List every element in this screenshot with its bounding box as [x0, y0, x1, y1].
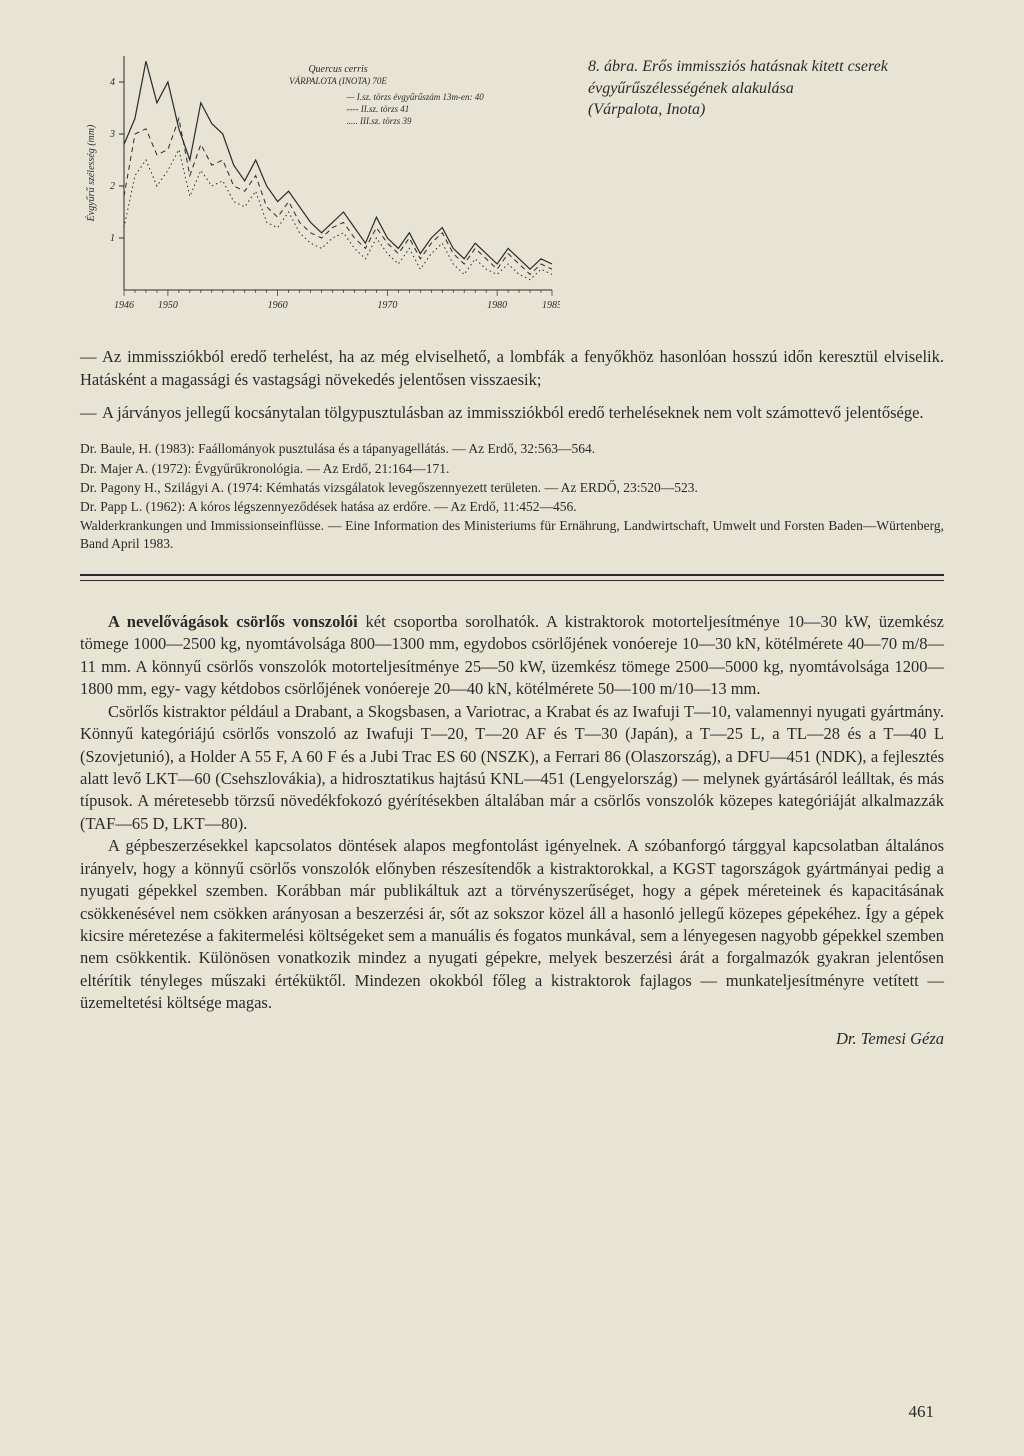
- svg-text:1: 1: [110, 233, 115, 244]
- author-signature: Dr. Temesi Géza: [80, 1029, 944, 1049]
- ref-item: Walderkrankungen und Immissionseinflüsse…: [80, 517, 944, 552]
- page-number: 461: [909, 1402, 935, 1422]
- svg-text:1950: 1950: [158, 300, 178, 311]
- svg-text:3: 3: [109, 129, 115, 140]
- section-divider: [80, 574, 944, 581]
- ref-item: Dr. Papp L. (1962): A kóros légszennyező…: [80, 498, 944, 515]
- ref-item: Dr. Pagony H., Szilágyi A. (1974: Kémhat…: [80, 479, 944, 496]
- figure-caption: 8. ábra. Erős immissziós hatásnak kitett…: [560, 48, 944, 121]
- ring-width-chart: 1946 1950 1960 1970 1980 1985 1 2 3 4 Évgyűrű szél…: [80, 48, 560, 318]
- svg-text:1985: 1985: [542, 300, 560, 311]
- svg-text:2: 2: [110, 181, 115, 192]
- references: Dr. Baule, H. (1983): Faállományok puszt…: [80, 440, 944, 552]
- svg-text:1946: 1946: [114, 300, 134, 311]
- caption-number: 8. ábra.: [588, 58, 638, 75]
- paragraph: A gépbeszerzésekkel kapcsolatos döntések…: [80, 835, 944, 1015]
- bullet-item: —A járványos jellegű kocsánytalan tölgyp…: [80, 402, 944, 425]
- svg-text:— I.sz. törzs évgyűrűszám 13m-: — I.sz. törzs évgyűrűszám 13m-en: 40: [346, 92, 485, 102]
- ref-item: Dr. Majer A. (1972): Évgyűrűkronológia. …: [80, 460, 944, 477]
- svg-text:..... III.sz. törzs 39: ..... III.sz. törzs 39: [347, 116, 413, 126]
- svg-text:1960: 1960: [268, 300, 288, 311]
- paragraph: Csörlős kistraktor például a Drabant, a …: [80, 701, 944, 836]
- caption-loc: (Várpalota, Inota): [588, 101, 705, 118]
- bullet-item: —Az immissziókból eredő terhelést, ha az…: [80, 346, 944, 392]
- body-text: A nevelővágások csörlős vonszolói két cs…: [80, 611, 944, 1015]
- svg-text:1980: 1980: [487, 300, 507, 311]
- paragraph: A nevelővágások csörlős vonszolói két cs…: [80, 611, 944, 701]
- svg-text:VÁRPALOTA (INOTA) 70E: VÁRPALOTA (INOTA) 70E: [289, 76, 387, 86]
- svg-text:1970: 1970: [377, 300, 397, 311]
- ref-item: Dr. Baule, H. (1983): Faállományok puszt…: [80, 440, 944, 457]
- svg-text:4: 4: [110, 77, 115, 88]
- svg-text:Évgyűrű szélesség (mm): Évgyűrű szélesség (mm): [85, 124, 97, 222]
- svg-text:Quercus cerris: Quercus cerris: [308, 64, 367, 75]
- bullet-list: —Az immissziókból eredő terhelést, ha az…: [80, 346, 944, 424]
- svg-text:---- II.sz. törzs 41: ---- II.sz. törzs 41: [347, 104, 410, 114]
